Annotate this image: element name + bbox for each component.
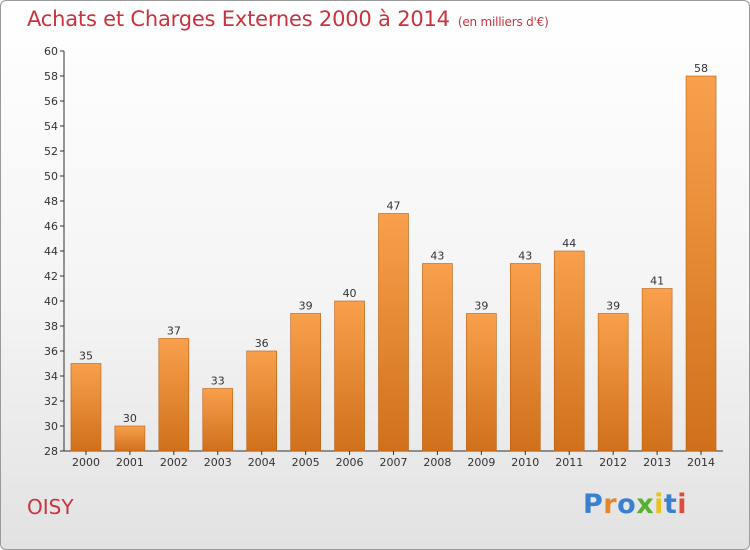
data-label-2011: 44	[562, 237, 576, 250]
data-label-2001: 30	[123, 412, 137, 425]
logo-letter: i	[654, 489, 664, 520]
y-tick-label: 52	[44, 145, 58, 158]
x-tick-label-2013: 2013	[643, 456, 671, 469]
y-tick-label: 36	[44, 345, 58, 358]
y-tick-label: 58	[44, 70, 58, 83]
bar-2005	[290, 313, 321, 452]
data-label-2007: 47	[387, 200, 401, 213]
x-tick-label-2003: 2003	[204, 456, 232, 469]
y-tick-label: 32	[44, 395, 58, 408]
chart-title: Achats et Charges Externes 2000 à 2014 (e…	[27, 7, 549, 31]
data-label-2013: 41	[650, 275, 664, 288]
x-tick-label-2007: 2007	[380, 456, 408, 469]
y-tick-label: 50	[44, 170, 58, 183]
data-label-2006: 40	[343, 287, 357, 300]
x-tick-label-2005: 2005	[292, 456, 320, 469]
bar-2011	[553, 250, 585, 452]
bar-2010	[509, 263, 541, 452]
y-tick-label: 34	[44, 370, 58, 383]
data-label-2004: 36	[255, 337, 269, 350]
data-label-2005: 39	[299, 300, 313, 313]
bar-2002	[158, 338, 190, 452]
y-tick-label: 54	[44, 120, 58, 133]
y-tick-label: 48	[44, 195, 58, 208]
y-tick-label: 44	[44, 245, 58, 258]
logo-letter: x	[636, 489, 655, 520]
x-tick-label-2000: 2000	[72, 456, 100, 469]
x-tick-label-2002: 2002	[160, 456, 188, 469]
chart-unit: (en milliers d'€)	[457, 15, 549, 29]
x-tick-label-2004: 2004	[248, 456, 276, 469]
x-tick-label-2001: 2001	[116, 456, 144, 469]
x-tick-label-2010: 2010	[511, 456, 539, 469]
data-label-2009: 39	[474, 300, 488, 313]
x-tick-label-2009: 2009	[467, 456, 495, 469]
bar-2009	[466, 313, 497, 452]
logo-letter: P	[583, 489, 604, 520]
y-tick-label: 38	[44, 320, 58, 333]
y-tick-label: 28	[44, 445, 58, 458]
data-label-2000: 35	[79, 350, 93, 363]
x-tick-label-2008: 2008	[423, 456, 451, 469]
logo-letter: t	[663, 489, 678, 520]
proxiti-logo: Proxiti	[583, 489, 687, 520]
logo-letter: i	[677, 489, 688, 520]
bar-2000	[70, 363, 102, 452]
bar-2003	[202, 388, 234, 452]
data-label-2014: 58	[694, 62, 708, 75]
bar-2004	[246, 350, 277, 452]
x-tick-label-2012: 2012	[599, 456, 627, 469]
bar-2012	[597, 313, 629, 452]
data-label-2002: 37	[167, 325, 181, 338]
x-tick-label-2006: 2006	[336, 456, 364, 469]
y-tick-label: 56	[44, 95, 58, 108]
y-tick-label: 40	[44, 295, 58, 308]
data-label-2003: 33	[211, 375, 225, 388]
data-label-2008: 43	[430, 250, 444, 263]
bar-2007	[378, 213, 409, 452]
y-tick-label: 46	[44, 220, 58, 233]
x-tick-label-2014: 2014	[687, 456, 715, 469]
bar-2013	[641, 288, 673, 452]
data-label-2012: 39	[606, 300, 620, 313]
y-tick-label: 60	[44, 45, 58, 58]
bar-2001	[114, 425, 146, 452]
bar-2014	[685, 75, 717, 452]
bar-2008	[422, 263, 453, 452]
y-tick-label: 30	[44, 420, 58, 433]
logo-letter: r	[603, 489, 618, 520]
y-tick-label: 42	[44, 270, 58, 283]
data-label-2010: 43	[518, 250, 532, 263]
bar-2006	[334, 300, 365, 452]
x-tick-label-2011: 2011	[555, 456, 583, 469]
city-name: OISY	[27, 495, 74, 519]
chart-title-text: Achats et Charges Externes 2000 à 2014	[27, 7, 450, 31]
logo-letter: o	[617, 489, 637, 520]
